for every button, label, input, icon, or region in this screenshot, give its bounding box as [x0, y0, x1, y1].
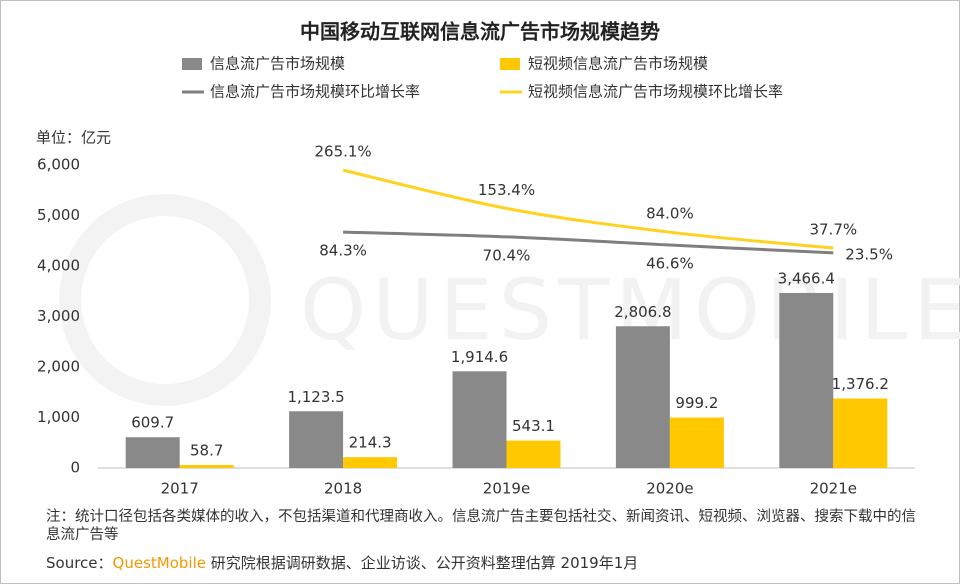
- source-brand: QuestMobile: [112, 554, 206, 572]
- unit-label: 单位：亿元: [36, 129, 111, 147]
- y-tick-label: 2,000: [37, 358, 80, 376]
- bar-value-label: 609.7: [131, 414, 174, 432]
- legend-label: 信息流广告市场规模环比增长率: [210, 83, 420, 101]
- y-tick-label: 4,000: [37, 257, 80, 275]
- bar-value-label: 1,123.5: [287, 388, 344, 406]
- note: 注：统计口径包括各类媒体的收入，不包括渠道和代理商收入。信息流广告主要包括社交、…: [46, 509, 916, 543]
- line-value-label: 70.4%: [483, 246, 531, 264]
- x-tick-label: 2020e: [646, 480, 693, 498]
- bar: [125, 437, 180, 468]
- bar-value-label: 2,806.8: [614, 303, 671, 321]
- bar-value-label: 543.1: [512, 417, 555, 435]
- source-text: 研究院根据调研数据、企业访谈、公开资料整理估算 2019年1月: [210, 554, 639, 572]
- legend-swatch: [500, 58, 520, 70]
- x-tick-label: 2018: [324, 480, 362, 498]
- legend-label: 信息流广告市场规模: [210, 55, 345, 73]
- y-tick-label: 5,000: [37, 206, 80, 224]
- y-tick-label: 6,000: [37, 156, 80, 174]
- x-tick-label: 2021e: [810, 480, 857, 498]
- bar-value-label: 999.2: [675, 394, 718, 412]
- bar: [615, 326, 670, 468]
- line: [343, 230, 834, 255]
- line: [342, 168, 834, 250]
- legend-swatch: [182, 58, 202, 70]
- line-value-label: 84.3%: [319, 242, 367, 260]
- x-tick-label: 2017: [161, 480, 199, 498]
- chart-title: 中国移动互联网信息流广告市场规模趋势: [300, 20, 660, 44]
- bar: [179, 465, 234, 468]
- line-value-label: 37.7%: [809, 221, 857, 239]
- line-value-label: 265.1%: [314, 143, 371, 161]
- source-label: Source：: [46, 554, 113, 572]
- legend-label: 短视频信息流广告市场规模环比增长率: [528, 83, 783, 101]
- bar-value-label: 214.3: [349, 434, 392, 452]
- bar-value-label: 1,914.6: [451, 348, 508, 366]
- watermark-logo: [59, 194, 271, 406]
- bar: [779, 292, 834, 468]
- y-tick-label: 1,000: [37, 408, 80, 426]
- line-value-label: 153.4%: [478, 181, 535, 199]
- source: Source：QuestMobile 研究院根据调研数据、企业访谈、公开资料整理…: [46, 552, 638, 573]
- y-tick-label: 0: [70, 459, 80, 477]
- bar-value-label: 58.7: [190, 442, 223, 460]
- bar: [289, 411, 344, 468]
- legend-label: 短视频信息流广告市场规模: [528, 55, 708, 73]
- bar: [833, 398, 888, 468]
- bar-value-label: 3,466.4: [778, 269, 835, 287]
- bar-value-label: 1,376.2: [832, 375, 889, 393]
- bar: [669, 417, 724, 468]
- line-value-label: 84.0%: [646, 205, 694, 223]
- line-value-label: 23.5%: [845, 245, 893, 263]
- line-value-label: 46.6%: [646, 255, 694, 273]
- y-tick-label: 3,000: [37, 307, 80, 325]
- bar: [506, 440, 561, 468]
- bar: [343, 457, 398, 468]
- bar: [452, 371, 507, 468]
- x-tick-label: 2019e: [483, 480, 530, 498]
